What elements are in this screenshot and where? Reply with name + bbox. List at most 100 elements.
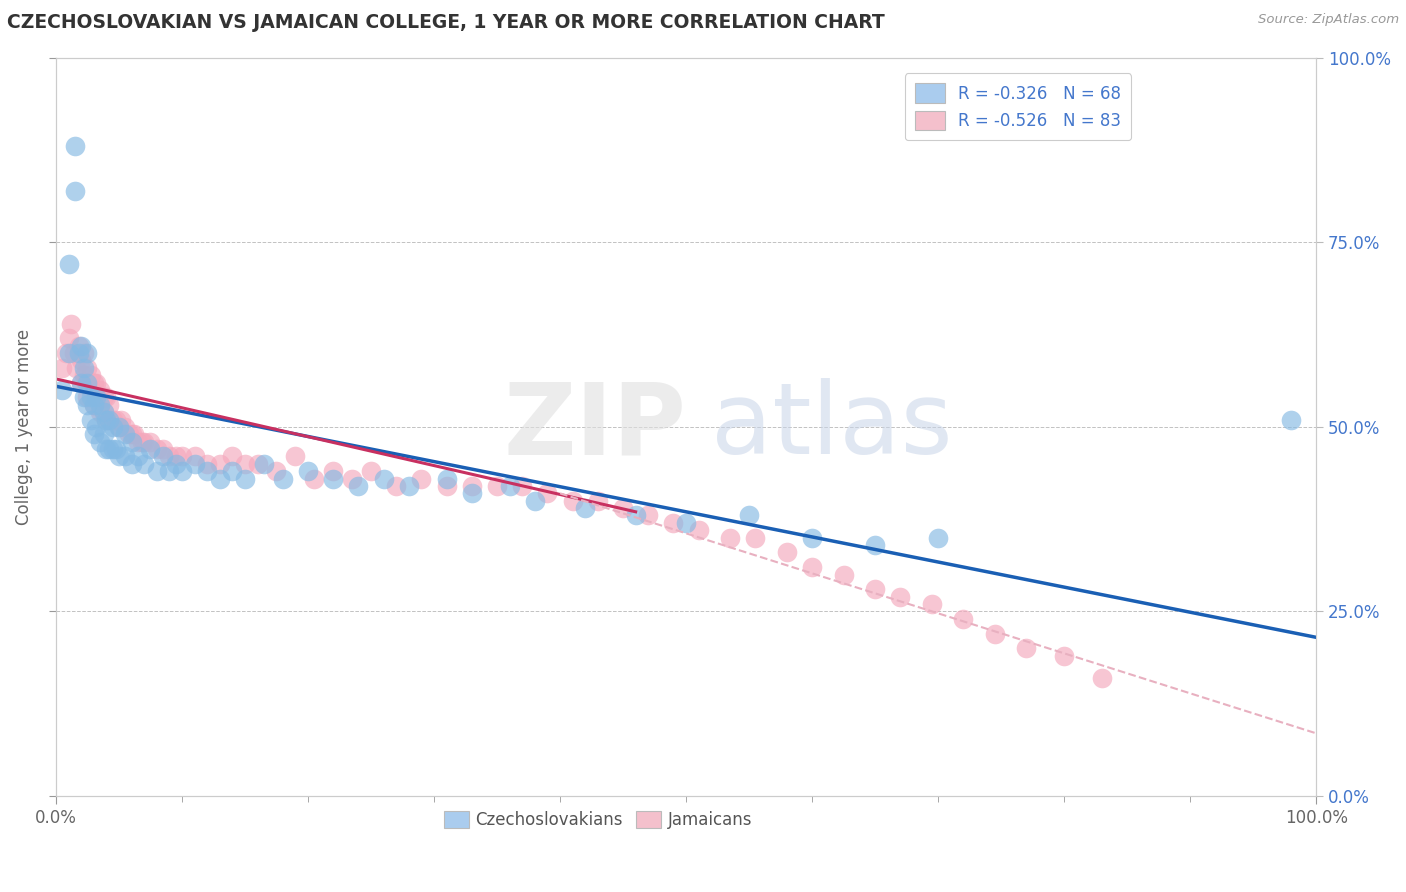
Point (984, 626, 1007, 640)
Point (612, 501, 634, 516)
Point (70, 339, 93, 353)
Point (927, 531, 949, 545)
Point (624, 508, 647, 523)
Point (208, 472, 231, 486)
Point (105, 412, 128, 426)
Point (93, 405, 115, 419)
Point (118, 427, 141, 442)
Point (662, 516, 685, 530)
Point (1091, 671, 1114, 685)
Point (84, 420, 107, 434)
Point (101, 412, 124, 426)
Point (498, 479, 520, 493)
Y-axis label: College, 1 year or more: College, 1 year or more (15, 329, 32, 525)
Point (60, 317, 83, 331)
Text: ZIP: ZIP (503, 378, 686, 475)
Point (96, 390, 118, 404)
Point (101, 420, 124, 434)
Point (80, 390, 103, 404)
Point (165, 457, 187, 471)
Point (340, 472, 363, 486)
Point (89, 405, 111, 419)
Point (84, 390, 107, 404)
Point (72, 360, 94, 375)
Point (536, 486, 558, 500)
Point (84, 390, 107, 404)
Point (675, 516, 697, 530)
Text: CZECHOSLOVAKIAN VS JAMAICAN COLLEGE, 1 YEAR OR MORE CORRELATION CHART: CZECHOSLOVAKIAN VS JAMAICAN COLLEGE, 1 Y… (7, 13, 884, 32)
Point (121, 434, 143, 449)
Point (96, 412, 118, 426)
Point (863, 538, 886, 552)
Point (586, 493, 609, 508)
Point (51, 383, 73, 397)
Point (561, 493, 583, 508)
Point (75, 376, 97, 390)
Point (246, 457, 269, 471)
Point (70, 353, 93, 368)
Point (436, 472, 458, 486)
Point (266, 464, 288, 478)
Point (58, 257, 80, 271)
Point (70, 376, 93, 390)
Point (131, 434, 153, 449)
Point (165, 450, 187, 464)
Point (322, 472, 344, 486)
Point (574, 501, 596, 516)
Point (97, 442, 120, 456)
Point (195, 464, 218, 478)
Point (271, 472, 294, 486)
Point (170, 464, 193, 478)
Point (83, 427, 105, 442)
Point (83, 398, 105, 412)
Point (127, 434, 149, 449)
Point (183, 457, 205, 471)
Point (208, 457, 231, 471)
Point (253, 457, 276, 471)
Point (121, 457, 143, 471)
Point (101, 442, 124, 456)
Text: atlas: atlas (711, 378, 953, 475)
Point (510, 479, 533, 493)
Point (114, 450, 136, 464)
Legend: Czechoslovakians, Jamaicans: Czechoslovakians, Jamaicans (437, 805, 759, 836)
Point (889, 590, 911, 604)
Point (360, 464, 382, 478)
Point (688, 523, 710, 537)
Point (80, 368, 103, 383)
Point (1053, 648, 1076, 663)
Point (105, 442, 128, 456)
Text: Source: ZipAtlas.com: Source: ZipAtlas.com (1258, 13, 1399, 27)
Point (55, 346, 77, 360)
Point (832, 567, 855, 582)
Point (347, 479, 370, 493)
Point (921, 597, 943, 611)
Point (436, 479, 458, 493)
Point (304, 472, 326, 486)
Point (65, 360, 87, 375)
Point (127, 450, 149, 464)
Point (58, 346, 80, 360)
Point (373, 472, 395, 486)
Point (110, 412, 132, 426)
Point (80, 383, 103, 397)
Point (718, 531, 741, 545)
Point (89, 398, 111, 412)
Point (76, 346, 98, 360)
Point (738, 508, 761, 523)
Point (76, 398, 98, 412)
Point (93, 390, 115, 404)
Point (385, 479, 408, 493)
Point (152, 442, 174, 456)
Point (67, 346, 90, 360)
Point (121, 427, 143, 442)
Point (297, 464, 319, 478)
Point (195, 457, 218, 471)
Point (70, 376, 93, 390)
Point (145, 442, 167, 456)
Point (801, 531, 824, 545)
Point (97, 398, 120, 412)
Point (83, 376, 105, 390)
Point (145, 464, 167, 478)
Point (114, 427, 136, 442)
